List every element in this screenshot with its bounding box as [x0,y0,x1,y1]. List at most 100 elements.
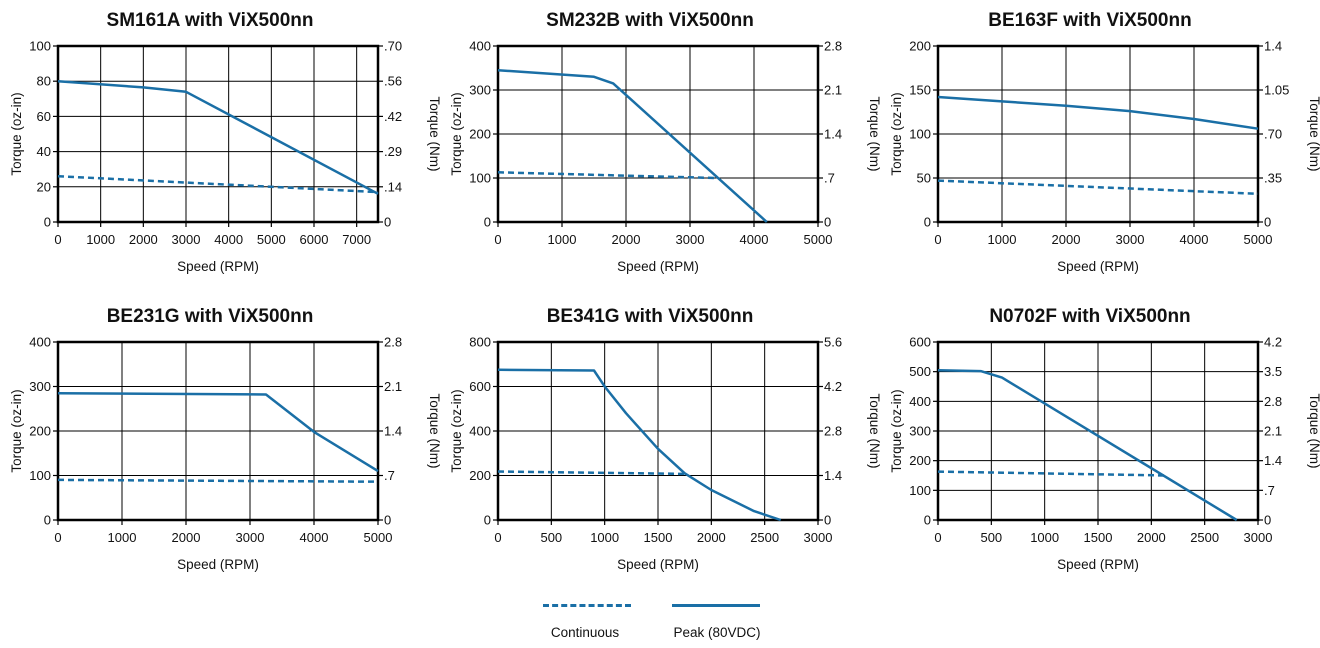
y2-tick-label: .70 [384,39,402,54]
series-line-peak [57,79,379,195]
y-tick-label: 20 [37,179,51,194]
y2-tick-label: 0 [384,513,391,528]
x-tick-label: 6000 [300,232,329,247]
y2-tick-label: .35 [1264,171,1282,186]
y-axis-label: Torque (oz-in) [9,92,24,175]
y-tick-label: 100 [909,483,931,498]
series-line-continuous [937,179,1259,196]
y2-axis-label: Torque (Nm) [1307,393,1320,468]
x-tick-label: 1500 [644,530,673,545]
x-tick-label: 0 [54,530,61,545]
y2-tick-label: 0 [824,513,831,528]
y2-tick-label: 1.4 [384,424,402,439]
legend-label-continuous: Continuous [550,625,620,640]
x-tick-label: 3000 [1116,232,1145,247]
chart-title: SM161A with ViX500nn [107,10,314,31]
y2-axis-label: Torque (Nm) [867,393,882,468]
y2-tick-label: 0 [384,215,391,230]
y-axis-label: Torque (oz-in) [889,389,904,472]
x-tick-label: 0 [934,530,941,545]
y2-tick-label: 1.4 [824,127,842,142]
y-tick-label: 800 [469,335,491,350]
chart-title: SM232B with ViX500nn [546,10,754,31]
x-tick-label: 0 [934,232,941,247]
y-tick-label: 400 [909,394,931,409]
y-axis-label: Torque (oz-in) [889,92,904,175]
y-tick-label: 100 [909,127,931,142]
x-tick-label: 1000 [988,232,1017,247]
y-tick-label: 100 [29,468,51,483]
series-line-continuous [57,478,379,483]
y2-tick-label: 1.05 [1264,83,1289,98]
x-tick-label: 5000 [364,530,393,545]
y2-axis-label: Torque (Nm) [427,393,442,468]
x-tick-label: 500 [980,530,1002,545]
series-line-continuous [497,171,716,180]
x-tick-label: 2000 [1052,232,1081,247]
y-tick-label: 0 [44,513,51,528]
y-tick-label: 150 [909,83,931,98]
x-tick-label: 1000 [590,530,619,545]
y-tick-label: 400 [469,39,491,54]
chart-3: BE163F with ViX500nn 0 50 100 150 2000 .35 .70 1… [889,10,1320,274]
y2-axis-label: Torque (Nm) [427,96,442,171]
y-tick-label: 200 [469,468,491,483]
y2-tick-label: 0 [824,215,831,230]
x-tick-label: 2500 [750,530,779,545]
y2-tick-label: 3.5 [1264,364,1282,379]
x-axis-label: Speed (RPM) [1057,259,1139,274]
y-tick-label: 500 [909,364,931,379]
x-axis-label: Speed (RPM) [1057,557,1139,572]
x-tick-label: 0 [494,530,501,545]
x-tick-label: 3000 [172,232,201,247]
x-tick-label: 3000 [236,530,265,545]
legend-item-continuous: Continuous [520,595,650,645]
chart-1: SM161A with ViX500nn0204060801000.14.29.… [9,10,442,274]
y2-tick-label: .29 [384,144,402,159]
x-tick-label: 5000 [257,232,286,247]
series-line-peak [497,68,768,223]
series-line-continuous [937,470,1168,477]
x-tick-label: 2500 [1190,530,1219,545]
y-tick-label: 50 [917,171,931,186]
x-tick-label: 2000 [129,232,158,247]
y2-axis-label: Torque (Nm) [1307,96,1320,171]
y2-tick-label: 2.1 [824,83,842,98]
x-tick-label: 1000 [86,232,115,247]
x-tick-label: 3000 [676,232,705,247]
x-tick-label: 2000 [1137,530,1166,545]
x-tick-label: 2000 [697,530,726,545]
y2-tick-label: 1.4 [1264,39,1282,54]
series-line-continuous [57,174,379,194]
y2-tick-label: 2.8 [824,39,842,54]
x-tick-label: 1500 [1084,530,1113,545]
chart-2: SM232B with ViX500nn01002003004000.71.42… [449,10,882,274]
y-tick-label: 300 [909,424,931,439]
y-tick-label: 100 [469,171,491,186]
x-tick-label: 5000 [1244,232,1273,247]
y-tick-label: 300 [29,379,51,394]
chart-title: BE231G with ViX500nn [107,306,314,327]
y2-tick-label: 2.1 [384,379,402,394]
charts-canvas: SM161A with ViX500nn0204060801000.14.29.… [9,10,1320,572]
x-tick-label: 1000 [1030,530,1059,545]
chart-title: BE163F with ViX500nn [988,10,1191,31]
y-tick-label: 200 [909,39,931,54]
series-line-continuous [497,470,685,476]
y-tick-label: 100 [29,39,51,54]
y2-tick-label: .56 [384,74,402,89]
x-tick-label: 0 [54,232,61,247]
y-tick-label: 200 [909,453,931,468]
y2-tick-label: .70 [1264,127,1282,142]
y2-tick-label: 2.8 [384,335,402,350]
y2-tick-label: 0 [1264,513,1271,528]
y2-tick-label: 5.6 [824,335,842,350]
chart-5: BE341G with ViX500nn 0 200 400 600 800 0 1.4 2.8… [449,306,882,572]
y-tick-label: 400 [469,424,491,439]
x-tick-label: 4000 [214,232,243,247]
y-tick-label: 400 [29,335,51,350]
x-tick-label: 7000 [342,232,371,247]
y2-tick-label: .42 [384,109,402,124]
x-tick-label: 3000 [1244,530,1273,545]
y-tick-label: 600 [469,379,491,394]
